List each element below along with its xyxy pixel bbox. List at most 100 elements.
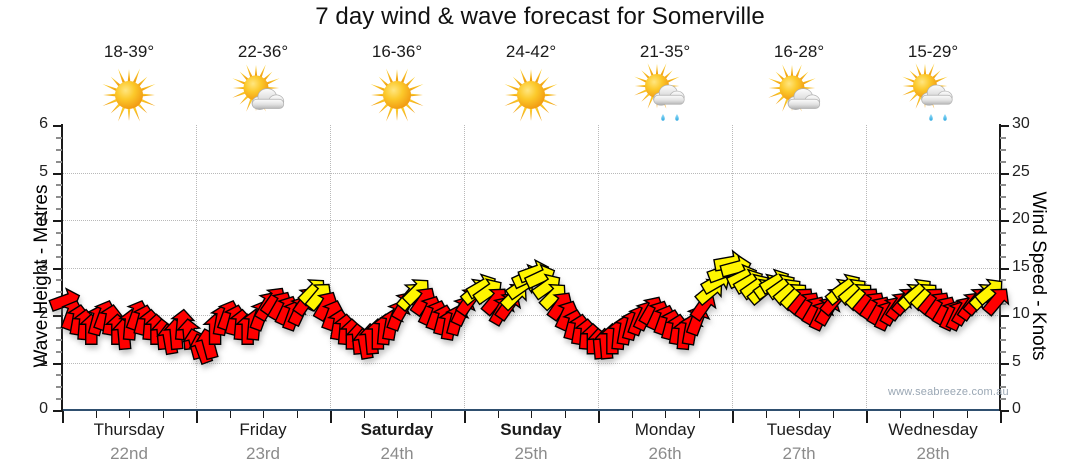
x-tick-minor xyxy=(263,411,264,418)
x-tick-minor xyxy=(430,411,432,418)
watermark: www.seabreeze.com.au xyxy=(888,386,1009,398)
y-tick-right xyxy=(1000,125,1009,127)
day-date-label: 26th xyxy=(648,444,682,463)
y-tick-minor-left xyxy=(56,184,62,187)
x-tick-major xyxy=(1000,411,1002,423)
y-tick-label-right: 0 xyxy=(1012,400,1021,417)
day-name-label: Sunday xyxy=(500,420,562,439)
y-tick-label-left: 6 xyxy=(39,115,48,132)
y-tick-minor-left xyxy=(56,386,62,389)
y-tick-right xyxy=(1000,220,1009,222)
y-tick-left xyxy=(53,410,62,412)
y-tick-minor-left xyxy=(56,326,62,329)
y-tick-minor-right xyxy=(1000,291,1006,294)
y-tick-minor-right xyxy=(1000,231,1006,234)
day-temperature-range: 16-28° xyxy=(773,42,825,61)
y-tick-minor-left xyxy=(56,160,62,163)
x-tick-minor xyxy=(799,411,800,418)
sun-cloud-rain-icon xyxy=(598,62,732,128)
sun-cloud-icon xyxy=(732,62,866,128)
y-tick-minor-left xyxy=(56,231,62,234)
x-tick-minor xyxy=(698,411,700,418)
y-tick-minor-left xyxy=(56,208,62,211)
y-tick-minor-right xyxy=(1000,255,1006,258)
x-tick-minor xyxy=(95,411,97,418)
y-tick-label-right: 20 xyxy=(1012,210,1030,227)
day-name-label: Wednesday xyxy=(888,420,978,439)
y-tick-left xyxy=(53,267,62,270)
day-temperature-range: 24-42° xyxy=(505,42,557,61)
y-tick-minor-right xyxy=(1000,386,1006,389)
y-tick-left xyxy=(53,125,62,127)
y-tick-left xyxy=(53,362,62,365)
y-tick-minor-right xyxy=(1000,398,1006,401)
gridline-vertical xyxy=(598,125,599,410)
y-tick-left xyxy=(53,172,62,175)
y-tick-label-left: 1 xyxy=(39,352,48,370)
gridline-vertical xyxy=(464,125,465,410)
y-tick-minor-right xyxy=(1000,208,1006,211)
y-tick-minor-right xyxy=(1000,160,1006,163)
y-tick-minor-left xyxy=(56,338,62,341)
y-tick-right xyxy=(1000,267,1009,270)
x-tick-minor xyxy=(966,411,968,418)
x-tick-minor xyxy=(129,411,130,418)
x-tick-minor xyxy=(363,411,365,418)
y-tick-label-left: 2 xyxy=(39,305,48,322)
y-tick-minor-right xyxy=(1000,338,1006,341)
gridline-horizontal xyxy=(62,172,1000,174)
y-tick-minor-right xyxy=(1000,243,1006,246)
x-tick-minor xyxy=(765,411,767,418)
y-tick-minor-right xyxy=(1000,350,1006,353)
x-tick-minor xyxy=(229,411,231,418)
y-tick-label-right: 15 xyxy=(1012,257,1030,275)
day-temperature-range: 16-36° xyxy=(371,42,423,61)
day-date-label: 23rd xyxy=(245,444,281,463)
x-tick-major xyxy=(330,411,332,423)
gridline-horizontal xyxy=(62,267,1000,269)
x-tick-minor xyxy=(899,411,901,418)
x-axis-line xyxy=(61,409,1001,411)
y-tick-minor-right xyxy=(1000,303,1006,306)
gridline-vertical xyxy=(866,125,867,410)
day-date-label: 24th xyxy=(380,444,414,463)
x-tick-minor xyxy=(162,411,164,418)
y-tick-minor-left xyxy=(56,255,62,258)
x-tick-minor xyxy=(564,411,566,418)
x-tick-major xyxy=(464,411,466,423)
y-tick-minor-left xyxy=(56,291,62,294)
day-date-label: 27th xyxy=(782,444,816,463)
y-tick-minor-right xyxy=(1000,196,1006,199)
day-name-label: Tuesday xyxy=(766,420,832,439)
day-name-label: Thursday xyxy=(93,420,165,439)
y-tick-minor-right xyxy=(1000,326,1006,329)
x-tick-minor xyxy=(933,411,934,418)
x-tick-minor xyxy=(832,411,834,418)
y-tick-right xyxy=(1000,315,1009,317)
x-tick-major xyxy=(598,411,600,423)
y-tick-minor-right xyxy=(1000,136,1006,139)
gridline-horizontal xyxy=(62,362,1000,364)
y-tick-minor-right xyxy=(1000,279,1006,282)
x-tick-minor xyxy=(631,411,633,418)
x-tick-minor xyxy=(397,411,398,418)
sun-cloud-icon xyxy=(196,62,330,128)
gridline-horizontal xyxy=(62,220,1000,221)
day-date-label: 25th xyxy=(514,444,548,463)
gridline-horizontal xyxy=(62,315,1000,316)
day-name-label: Monday xyxy=(634,420,696,439)
day-date-label: 22nd xyxy=(110,444,148,463)
y-tick-minor-left xyxy=(56,303,62,306)
page-title: 7 day wind & wave forecast for Somervill… xyxy=(315,3,765,30)
x-tick-major xyxy=(196,411,198,423)
gridline-vertical xyxy=(330,125,331,410)
day-temperature-range: 15-29° xyxy=(907,42,959,61)
y-tick-minor-right xyxy=(1000,148,1006,151)
day-temperature-range: 22-36° xyxy=(237,42,289,61)
x-tick-minor xyxy=(665,411,666,418)
day-name-label: Friday xyxy=(239,420,287,439)
y-tick-left xyxy=(53,315,62,317)
y-tick-right xyxy=(1000,410,1009,412)
y-tick-minor-left xyxy=(56,196,62,199)
